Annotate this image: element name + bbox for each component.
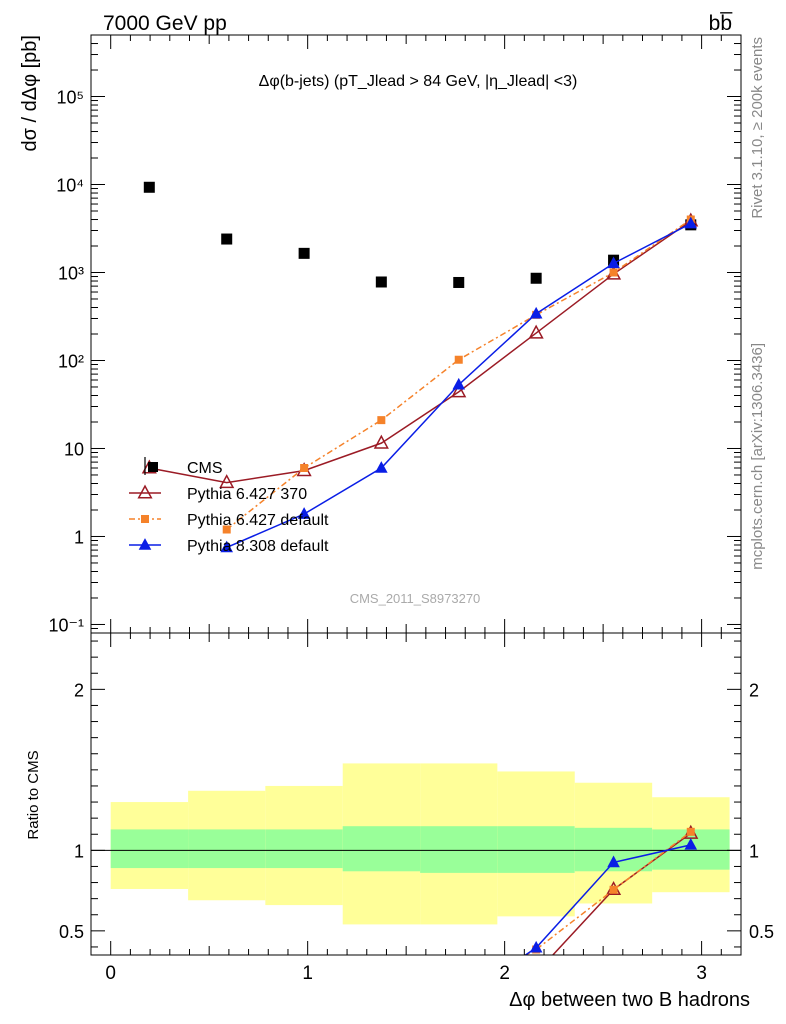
- ratio-series-2: [524, 837, 698, 955]
- ratio-axis-label: Ratio to CMS: [25, 750, 42, 839]
- series-3: [220, 216, 698, 553]
- data-point: [453, 276, 465, 288]
- legend-marker: [148, 462, 158, 472]
- ratio-y-ticks: 0.5 0.5 1 1 2 2: [59, 640, 774, 948]
- x-tick-label: 1: [302, 963, 313, 984]
- data-point: [530, 272, 542, 284]
- data-point: [375, 276, 387, 288]
- data-point: [298, 247, 310, 259]
- x-axis-label: Δφ between two B hadrons: [509, 989, 750, 1011]
- legend-label: Pythia 6.427 370: [187, 486, 307, 503]
- data-point: [220, 540, 234, 553]
- rivet-label: Rivet 3.1.10, ≥ 200k events: [749, 37, 766, 219]
- legend-label: Pythia 8.308 default: [187, 538, 329, 555]
- data-point: [452, 377, 466, 390]
- ratio-tick-label: 0.5: [59, 922, 84, 942]
- main-panel: 10⁻¹ 1 10 10² 10³ 10⁴ 10⁵: [48, 34, 742, 635]
- mcplots-label: mcplots.cern.ch [arXiv:1306.3436]: [749, 343, 766, 570]
- legend-marker: [141, 515, 149, 523]
- data-point: [222, 525, 231, 534]
- data-point: [219, 474, 235, 489]
- chart-title: Δφ(b-jets) (pT_Jlead > 84 GeV, |η_Jlead|…: [259, 73, 578, 90]
- process-label: bb̅: [709, 12, 734, 35]
- data-point: [300, 464, 309, 473]
- y-tick-label: 10²: [58, 351, 84, 371]
- data-point: [454, 355, 463, 364]
- ratio-point: [686, 827, 695, 836]
- ratio-tick-label: 0.5: [749, 922, 774, 942]
- data-point: [607, 256, 620, 269]
- ratio-point: [607, 855, 620, 868]
- legend-label: CMS: [187, 460, 223, 477]
- legend-marker: [138, 538, 152, 550]
- data-point: [528, 324, 544, 339]
- data-point: [221, 233, 233, 245]
- series-line: [149, 220, 692, 484]
- ratio-point: [609, 885, 618, 894]
- legend-entry: CMS: [144, 457, 223, 477]
- inner-band: [342, 826, 421, 872]
- inner-band: [110, 829, 189, 869]
- y-tick-label: 1: [74, 527, 84, 547]
- data-point: [375, 461, 388, 473]
- data-point: [377, 416, 386, 425]
- data-point: [143, 181, 155, 193]
- legend: CMS Pythia 6.427 370 Pythia 6.427 default P…: [129, 457, 329, 555]
- series-line: [226, 218, 692, 531]
- ratio-tick-label: 1: [74, 841, 84, 861]
- x-ticks: 0 1 2 3: [90, 35, 742, 984]
- data-point: [609, 268, 618, 277]
- x-tick-label: 0: [105, 963, 116, 984]
- ratio-tick-label: 2: [74, 680, 84, 700]
- legend-entry: Pythia 6.427 default: [129, 512, 329, 529]
- analysis-watermark: CMS_2011_S8973270: [350, 591, 481, 606]
- uncertainty-bands: [110, 763, 730, 925]
- inner-band: [497, 826, 575, 873]
- ratio-frame: [90, 632, 742, 956]
- y-tick-label: 10⁴: [56, 176, 84, 196]
- x-tick-label: 3: [696, 963, 707, 984]
- data-point: [373, 434, 389, 449]
- x-tick-label: 2: [499, 963, 510, 984]
- legend-marker: [137, 484, 153, 499]
- legend-label: Pythia 6.427 default: [187, 512, 329, 529]
- y-axis-label: dσ / dΔφ [pb]: [19, 35, 41, 152]
- ratio-series-group: [524, 824, 699, 955]
- data-point: [684, 216, 698, 229]
- inner-band: [420, 826, 498, 873]
- data-point: [297, 507, 311, 519]
- ratio-panel: 0 1 2 3 0.5 0.5 1 1 2 2: [59, 35, 774, 984]
- legend-entry: Pythia 6.427 370: [129, 484, 307, 503]
- y-tick-label: 10: [64, 439, 84, 459]
- series-group: [141, 181, 699, 553]
- ratio-point: [529, 940, 543, 953]
- energy-label: 7000 GeV pp: [103, 12, 227, 35]
- y-tick-label: 10⁵: [57, 88, 84, 108]
- legend-entry: Pythia 8.308 default: [129, 538, 329, 555]
- inner-band: [188, 829, 266, 869]
- ratio-tick-label: 2: [749, 680, 759, 700]
- y-tick-label: 10⁻¹: [48, 615, 84, 635]
- data-point: [529, 306, 543, 319]
- y-tick-label: 10³: [58, 263, 84, 283]
- inner-band: [265, 829, 343, 869]
- ratio-point: [684, 837, 698, 850]
- data-point: [451, 383, 467, 398]
- y-ticks: 10⁻¹ 1 10 10² 10³ 10⁴ 10⁵: [48, 34, 741, 635]
- ratio-line: [551, 832, 692, 955]
- ratio-tick-label: 1: [749, 841, 759, 861]
